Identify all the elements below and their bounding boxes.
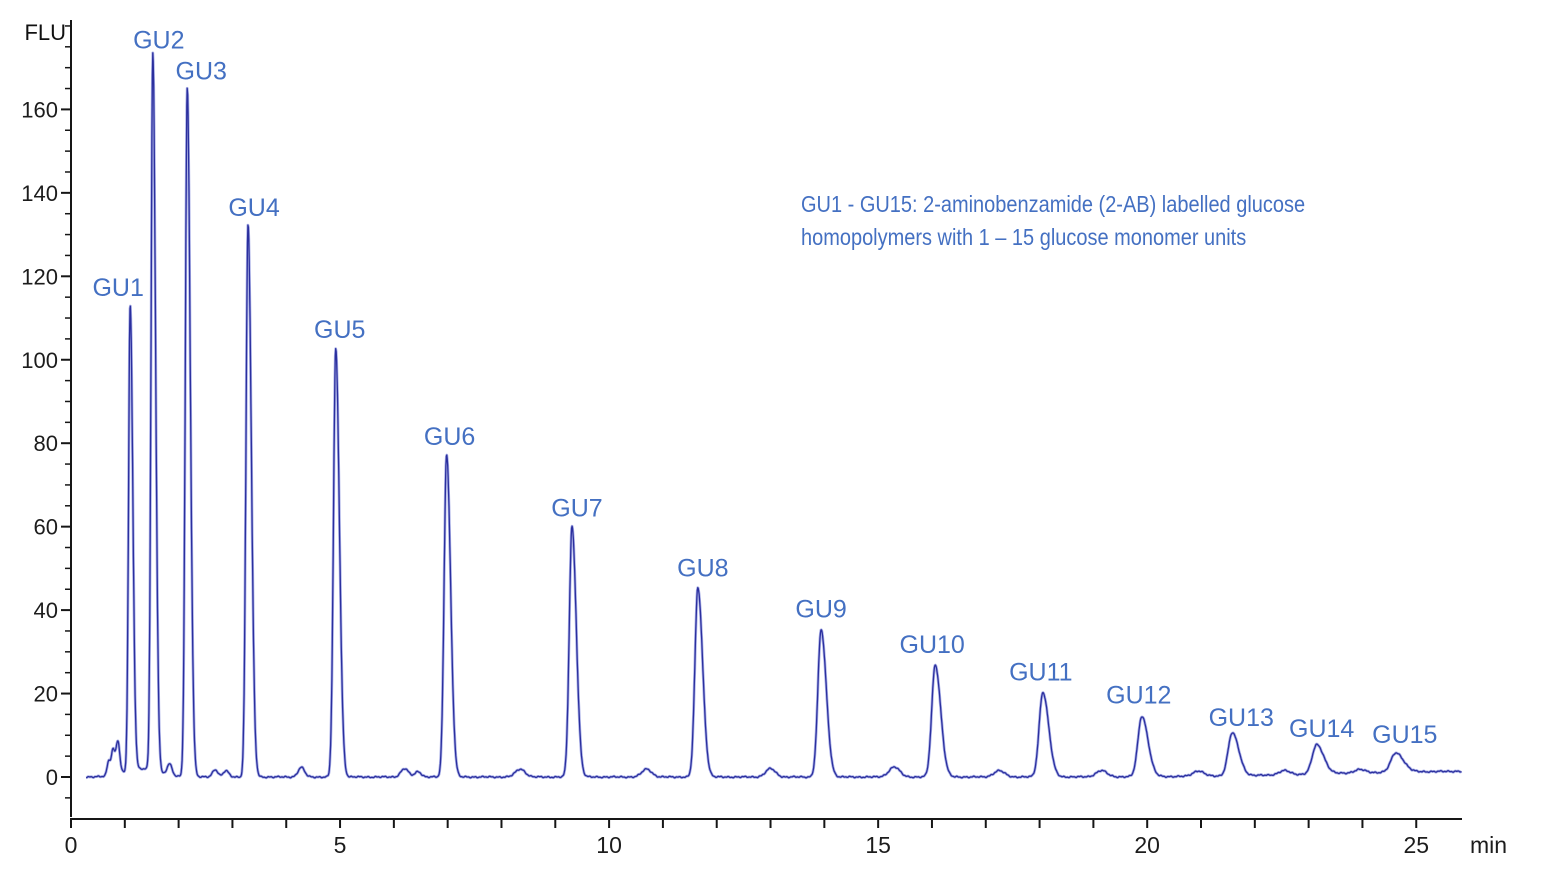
y-tick-label-80: 80 (34, 431, 58, 456)
peak-label-GU12: GU12 (1106, 681, 1171, 709)
chromatogram-trace-halo (85, 51, 1463, 780)
peak-label-GU1: GU1 (92, 274, 143, 302)
peak-label-GU2: GU2 (133, 26, 184, 54)
peak-label-GU10: GU10 (900, 631, 965, 659)
y-tick-label-120: 120 (21, 264, 58, 289)
annotation-line-1: GU1 - GU15: 2-aminobenzamide (2-AB) labe… (801, 191, 1306, 217)
y-tick-label-60: 60 (34, 515, 58, 540)
peak-label-GU7: GU7 (551, 495, 602, 523)
peak-label-GU13: GU13 (1209, 704, 1274, 732)
y-axis-title: FLU (24, 20, 66, 45)
y-tick-label-40: 40 (34, 598, 58, 623)
peak-label-GU8: GU8 (677, 555, 728, 583)
peak-label-GU5: GU5 (314, 316, 365, 344)
y-tick-label-0: 0 (46, 765, 58, 790)
peak-label-GU11: GU11 (1009, 658, 1072, 686)
x-tick-label-10: 10 (596, 832, 622, 858)
y-tick-label-140: 140 (21, 181, 58, 206)
y-tick-label-160: 160 (21, 97, 58, 122)
x-tick-label-20: 20 (1134, 832, 1160, 858)
peak-label-GU15: GU15 (1372, 721, 1437, 749)
peak-label-GU4: GU4 (228, 194, 280, 222)
peak-label-GU14: GU14 (1289, 715, 1354, 743)
annotation-caption: GU1 - GU15: 2-aminobenzamide (2-AB) labe… (801, 188, 1305, 254)
x-tick-label-15: 15 (865, 832, 891, 858)
x-tick-label-0: 0 (65, 832, 78, 858)
y-tick-label-100: 100 (21, 348, 58, 373)
peak-label-GU6: GU6 (424, 423, 475, 451)
peak-label-GU9: GU9 (795, 596, 846, 624)
x-tick-label-25: 25 (1403, 832, 1429, 858)
peak-label-GU3: GU3 (176, 58, 227, 86)
chromatogram-trace (85, 52, 1462, 779)
annotation-line-2: homopolymers with 1 – 15 glucose monomer… (801, 224, 1247, 250)
x-axis-unit-label: min (1470, 832, 1507, 858)
y-tick-label-20: 20 (34, 682, 58, 707)
x-tick-label-5: 5 (334, 832, 347, 858)
